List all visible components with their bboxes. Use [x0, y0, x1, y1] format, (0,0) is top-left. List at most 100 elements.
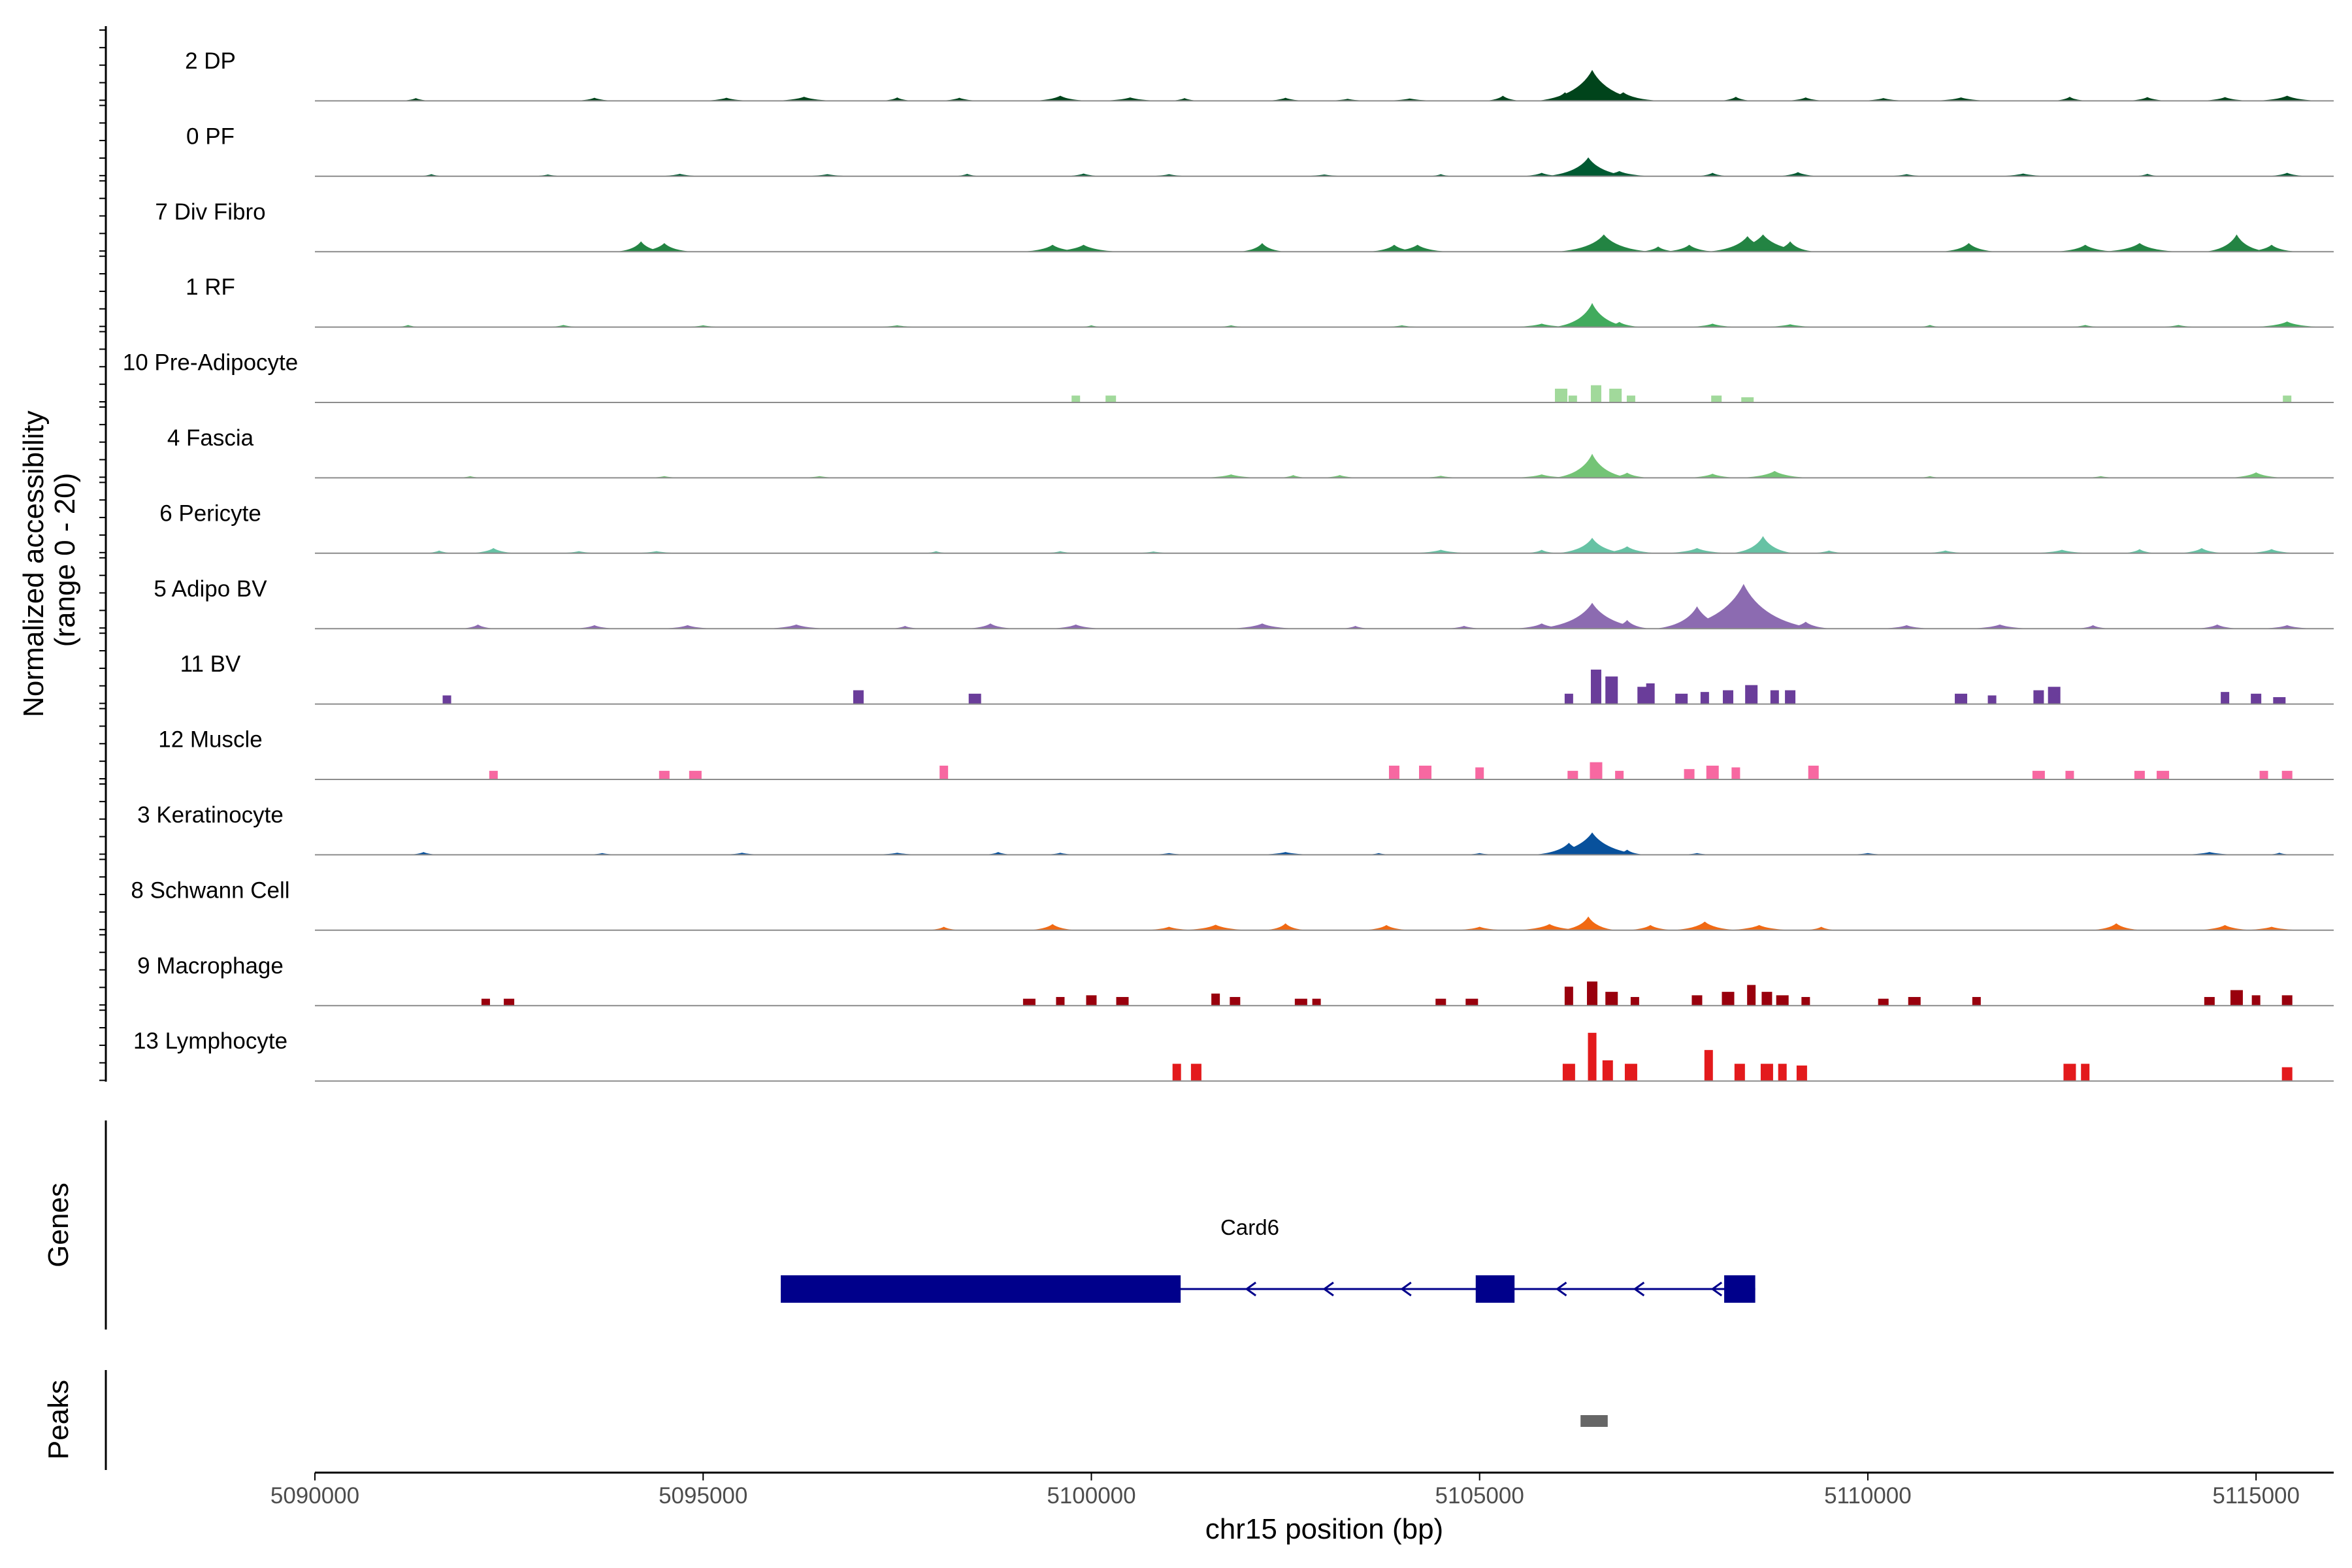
- coverage-peak: [918, 551, 954, 553]
- coverage-peak: [1435, 998, 1446, 1006]
- coverage-peak: [1801, 997, 1810, 1006]
- coverage-peak: [1029, 95, 1092, 101]
- coverage-peak: [713, 853, 770, 855]
- coverage-peak: [1731, 767, 1740, 779]
- coverage-peak: [2048, 687, 2061, 704]
- x-tick-label: 5105000: [1435, 1483, 1524, 1509]
- coverage-peak: [1384, 244, 1450, 252]
- coverage-peak: [1840, 853, 1896, 855]
- coverage-peak: [2261, 853, 2297, 855]
- coverage-peak: [659, 770, 670, 779]
- track-0-pf: 0 PF: [186, 123, 2334, 177]
- coverage-peak: [1654, 606, 1739, 629]
- track-10-pre-adipocyte: 10 Pre-Adipocyte: [123, 350, 2334, 403]
- y-axis-title-line1: Normalized accessibility: [18, 410, 50, 717]
- coverage-peak: [1624, 1064, 1637, 1081]
- track-label-0-pf: 0 PF: [186, 123, 235, 149]
- coverage-peak: [2251, 995, 2261, 1006]
- coverage-peak: [1450, 926, 1509, 930]
- track-9-macrophage: 9 Macrophage: [137, 953, 2334, 1007]
- coverage-peak: [1682, 474, 1743, 478]
- coverage-peak: [2236, 926, 2306, 930]
- coverage-peak: [1741, 397, 1754, 402]
- coverage-peak: [2283, 395, 2292, 402]
- coverage-peak: [1630, 997, 1639, 1006]
- coverage-peak: [1037, 551, 1083, 553]
- coverage-peak: [924, 926, 963, 930]
- coverage-peak: [1590, 669, 1601, 704]
- coverage-peak: [1723, 924, 1796, 930]
- x-tick-label: 5110000: [1824, 1483, 1912, 1509]
- coverage-peak: [2192, 624, 2242, 629]
- coverage-peak: [1139, 926, 1199, 930]
- coverage-peak: [1734, 1064, 1745, 1081]
- coverage-peak: [1756, 324, 1825, 327]
- coverage-peak: [1670, 921, 1739, 930]
- coverage-peak: [1141, 174, 1198, 176]
- coverage-peak: [2225, 472, 2288, 478]
- coverage-peak: [1964, 624, 2035, 629]
- coverage-peak: [2195, 97, 2255, 101]
- coverage-peak: [2251, 693, 2262, 704]
- coverage-peak: [1556, 234, 1652, 252]
- coverage-peak: [1376, 98, 1444, 101]
- y-axis: Normalized accessibility (range 0 - 20): [18, 26, 107, 1082]
- gene-strand-arrow: [1633, 1281, 1645, 1297]
- coverage-peak: [2204, 234, 2269, 252]
- gene-strand-arrow: [1322, 1281, 1334, 1297]
- track-label-12-muscle: 12 Muscle: [158, 727, 263, 753]
- coverage-tracks: 2 DP 0 PF 7 Div Fibro 1 RF 10 Pre-Adipocyte 4…: [123, 48, 2334, 1082]
- coverage-peak: [1564, 693, 1573, 704]
- coverage-peak: [1073, 325, 1109, 327]
- coverage-peak: [2157, 770, 2170, 779]
- track-label-4-fascia: 4 Fascia: [167, 425, 254, 451]
- coverage-peak: [467, 547, 519, 553]
- coverage-peak: [1554, 388, 1567, 402]
- coverage-peak: [458, 624, 498, 629]
- coverage-peak: [2262, 172, 2311, 176]
- y-axis-title: Normalized accessibility (range 0 - 20): [18, 402, 81, 717]
- coverage-peak: [1912, 476, 1948, 478]
- coverage-peak: [1735, 611, 1799, 629]
- coverage-peak: [1419, 765, 1431, 779]
- coverage-peak: [1765, 241, 1816, 252]
- coverage-peak: [1615, 770, 1624, 779]
- coverage-peak: [2175, 852, 2244, 855]
- coverage-peak: [1594, 546, 1660, 553]
- coverage-peak: [1745, 685, 1758, 704]
- coverage-peak: [1878, 998, 1889, 1006]
- coverage-peak: [1722, 992, 1735, 1006]
- coverage-peak: [1691, 995, 1703, 1006]
- coverage-peak: [489, 770, 498, 779]
- track-label-2-dp: 2 DP: [185, 48, 236, 74]
- coverage-peak: [1105, 395, 1117, 402]
- coverage-peak: [1568, 395, 1577, 402]
- coverage-peak: [2204, 997, 2215, 1006]
- coverage-peak: [1539, 832, 1645, 855]
- coverage-peak: [1361, 853, 1396, 855]
- coverage-peak: [968, 693, 981, 704]
- coverage-peak: [1316, 475, 1364, 478]
- coverage-peak: [2119, 549, 2159, 553]
- coverage-peak: [1926, 97, 1996, 101]
- coverage-peak: [397, 98, 434, 101]
- coverage-peak: [1715, 234, 1811, 252]
- coverage-peak: [1056, 997, 1065, 1006]
- coverage-peak: [939, 765, 949, 779]
- coverage-peak: [1116, 997, 1129, 1006]
- coverage-peak: [1337, 625, 1374, 629]
- coverage-peak: [1544, 157, 1633, 176]
- track-3-keratinocyte: 3 Keratinocyte: [137, 802, 2334, 856]
- coverage-peak: [1022, 998, 1036, 1006]
- coverage-peak: [2074, 625, 2112, 629]
- coverage-peak: [1637, 687, 1648, 704]
- coverage-peak: [2027, 549, 2097, 553]
- coverage-peak: [1605, 992, 1618, 1006]
- x-axis: chr15 position (bp) 5090000 5095000 510000…: [270, 1471, 2334, 1545]
- coverage-peak: [1511, 623, 1573, 629]
- coverage-peak: [1275, 475, 1312, 478]
- coverage-peak: [1564, 987, 1573, 1006]
- coverage-peak: [1457, 853, 1503, 855]
- coverage-peak: [1037, 853, 1083, 855]
